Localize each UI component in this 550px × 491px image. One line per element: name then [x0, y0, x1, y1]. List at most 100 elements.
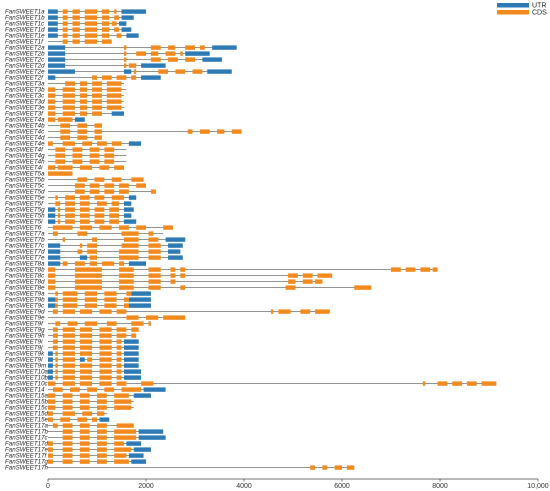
utr-segment — [74, 117, 85, 122]
cds-segment — [111, 195, 124, 200]
cds-segment — [116, 327, 127, 332]
cds-segment — [79, 405, 90, 410]
gene-label: FanSWEET17e — [5, 447, 49, 454]
gene-label: FanSWEET7d — [5, 249, 45, 256]
gene-label: FanSWEET3c — [5, 93, 45, 100]
cds-segment — [106, 81, 122, 86]
cds-segment — [62, 327, 75, 332]
gene-label: FanSWEET9a — [5, 291, 45, 298]
utr-segment — [212, 45, 237, 50]
cds-segment — [180, 285, 186, 290]
gene-label: FanSWEET4f — [5, 147, 44, 154]
cds-segment — [148, 237, 159, 242]
cds-segment — [62, 27, 68, 32]
gene-label: FanSWEET2d — [5, 63, 45, 70]
cds-segment — [48, 381, 56, 386]
cds-segment — [99, 165, 110, 170]
gene-label: FanSWEET4g — [5, 153, 45, 160]
gene-row: FanSWEET9c — [5, 303, 151, 310]
cds-segment — [114, 165, 124, 170]
cds-segment — [48, 393, 56, 398]
gene-row: FanSWEET9k — [5, 351, 139, 358]
utr-segment — [123, 363, 139, 368]
cds-segment — [180, 267, 186, 272]
cds-segment — [97, 399, 107, 404]
cds-segment — [114, 441, 124, 446]
cds-segment — [121, 243, 139, 248]
cds-segment — [48, 453, 53, 458]
utr-segment — [168, 255, 183, 260]
cds-segment — [62, 375, 75, 380]
cds-segment — [74, 183, 85, 188]
cds-segment — [72, 147, 83, 152]
gene-row: FanSWEET15b — [5, 399, 134, 406]
cds-segment — [104, 153, 115, 158]
cds-segment — [84, 303, 97, 308]
gene-label: FanSWEET9d — [5, 309, 45, 316]
cds-segment — [128, 63, 137, 68]
cds-segment — [79, 399, 90, 404]
cds-segment — [104, 291, 117, 296]
gene-label: FanSWEET8d — [5, 279, 45, 286]
cds-segment — [131, 333, 137, 338]
utr-segment — [48, 357, 53, 362]
utr-segment — [123, 369, 142, 374]
gene-row: FanSWEET4f — [5, 147, 127, 154]
cds-segment — [74, 261, 85, 266]
cds-segment — [79, 429, 90, 434]
gene-label: FanSWEET17a — [5, 423, 49, 430]
cds-segment — [116, 75, 127, 80]
cds-segment — [62, 441, 73, 446]
cds-segment — [97, 441, 107, 446]
utr-segment — [79, 255, 88, 260]
gene-label: FanSWEET1a — [5, 9, 45, 16]
cds-segment — [114, 405, 132, 410]
cds-segment — [97, 141, 107, 146]
gene-label: FanSWEET3d — [5, 99, 45, 106]
cds-segment — [52, 231, 58, 236]
cds-segment — [97, 429, 107, 434]
gene-row: FanSWEET7e — [5, 255, 183, 262]
cds-segment — [79, 207, 90, 212]
cds-segment — [437, 381, 448, 386]
utr-segment — [185, 51, 210, 56]
cds-segment — [48, 405, 56, 410]
utr-segment — [128, 261, 146, 266]
cds-segment — [84, 21, 97, 26]
gene-row: FanSWEET5h — [5, 213, 132, 220]
cds-segment — [101, 261, 115, 266]
cds-segment — [62, 105, 75, 110]
cds-segment — [55, 375, 58, 380]
cds-segment — [60, 135, 71, 140]
cds-segment — [87, 357, 93, 362]
cds-segment — [136, 225, 146, 230]
cds-segment — [79, 333, 93, 338]
gene-label: FanSWEET1d — [5, 27, 45, 34]
cds-segment — [65, 207, 75, 212]
cds-segment — [48, 267, 56, 272]
cds-segment — [116, 339, 122, 344]
cds-segment — [168, 57, 178, 62]
cds-segment — [114, 399, 132, 404]
cds-segment — [72, 39, 80, 44]
cds-segment — [278, 309, 291, 314]
cds-segment — [62, 393, 73, 398]
cds-segment — [119, 273, 134, 278]
cds-segment — [99, 357, 112, 362]
gene-row: FanSWEET17c — [5, 435, 166, 442]
utr-segment — [111, 111, 124, 116]
cds-segment — [420, 267, 431, 272]
cds-segment — [133, 69, 137, 74]
cds-segment — [119, 189, 129, 194]
gene-row: FanSWEET3b — [5, 87, 127, 94]
utr-segment — [131, 459, 146, 464]
cds-segment — [62, 303, 78, 308]
cds-segment — [62, 309, 75, 314]
cds-segment — [119, 183, 129, 188]
cds-segment — [123, 303, 129, 308]
cds-segment — [92, 99, 102, 104]
legend-label: CDS — [532, 9, 547, 16]
gene-label: FanSWEET9m — [5, 363, 46, 370]
cds-segment — [104, 387, 115, 392]
